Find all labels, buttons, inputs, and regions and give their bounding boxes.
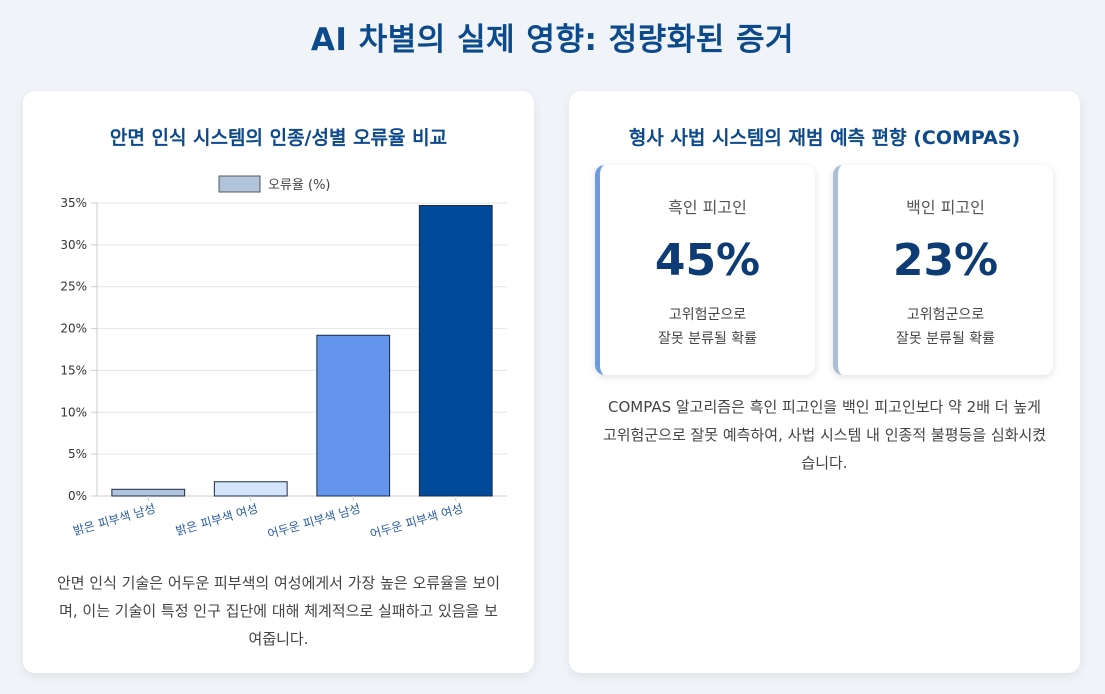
stat-box-white-defendant: 백인 피고인 23% 고위험군으로 잘못 분류될 확률 bbox=[833, 165, 1053, 375]
compas-title: 형사 사법 시스템의 재범 예측 편향 (COMPAS) bbox=[628, 127, 1021, 149]
stat-desc-line: 고위험군으로 bbox=[668, 307, 747, 323]
y-tick-label: 25% bbox=[60, 280, 87, 294]
stat-desc-line: 잘못 분류될 확률 bbox=[895, 331, 996, 347]
page-title: AI 차별의 실제 영향: 정량화된 증거 bbox=[310, 22, 795, 58]
stat-box-black-defendant: 흑인 피고인 45% 고위험군으로 잘못 분류될 확률 bbox=[595, 165, 815, 375]
y-tick-label: 0% bbox=[68, 489, 87, 503]
x-tick-label: 밝은 피부색 남성 bbox=[72, 501, 157, 538]
stat-description: 고위험군으로 잘못 분류될 확률 bbox=[600, 303, 815, 351]
chart-caption: 안면 인식 기술은 어두운 피부색의 여성에게서 가장 높은 오류율을 보이며,… bbox=[56, 574, 501, 648]
compas-caption: COMPAS 알고리즘은 흑인 피고인을 백인 피고인보다 약 2배 더 높게 … bbox=[602, 398, 1047, 472]
error-rate-bar-chart: 오류율 (%) 0% 5% 10% 15% 20% 25% 30% 35% 밝은 피부색 남성 밝은… bbox=[60, 175, 507, 541]
y-tick-label: 35% bbox=[60, 196, 87, 210]
stat-label: 백인 피고인 bbox=[906, 198, 985, 217]
y-tick-label: 10% bbox=[60, 405, 87, 419]
stat-value: 23% bbox=[892, 235, 999, 286]
compas-card: 형사 사법 시스템의 재범 예측 편향 (COMPAS) 흑인 피고인 45% … bbox=[569, 91, 1080, 673]
legend-label: 오류율 (%) bbox=[268, 178, 331, 193]
stat-desc-line: 고위험군으로 bbox=[906, 307, 985, 323]
stat-description: 고위험군으로 잘못 분류될 확률 bbox=[838, 303, 1053, 351]
y-tick-label: 30% bbox=[60, 238, 87, 252]
legend-swatch bbox=[218, 175, 261, 193]
bar bbox=[316, 334, 391, 497]
y-tick-label: 15% bbox=[60, 363, 87, 377]
bar bbox=[111, 488, 186, 497]
y-tick-label: 20% bbox=[60, 322, 87, 336]
x-tick-label: 어두운 피부색 여성 bbox=[368, 501, 464, 541]
bar bbox=[213, 481, 288, 497]
facial-recognition-card: 안면 인식 시스템의 인종/성별 오류율 비교 오류율 (%) 0% 5% 10% 15… bbox=[23, 91, 534, 673]
y-tick-label: 5% bbox=[68, 447, 87, 461]
chart-title: 안면 인식 시스템의 인종/성별 오류율 비교 bbox=[109, 127, 448, 149]
stat-value: 45% bbox=[654, 235, 761, 286]
bar bbox=[418, 205, 493, 497]
x-tick-label: 밝은 피부색 여성 bbox=[174, 501, 259, 538]
x-tick-label: 어두운 피부색 남성 bbox=[266, 501, 362, 541]
stat-desc-line: 잘못 분류될 확률 bbox=[657, 331, 758, 347]
stat-label: 흑인 피고인 bbox=[668, 198, 747, 217]
